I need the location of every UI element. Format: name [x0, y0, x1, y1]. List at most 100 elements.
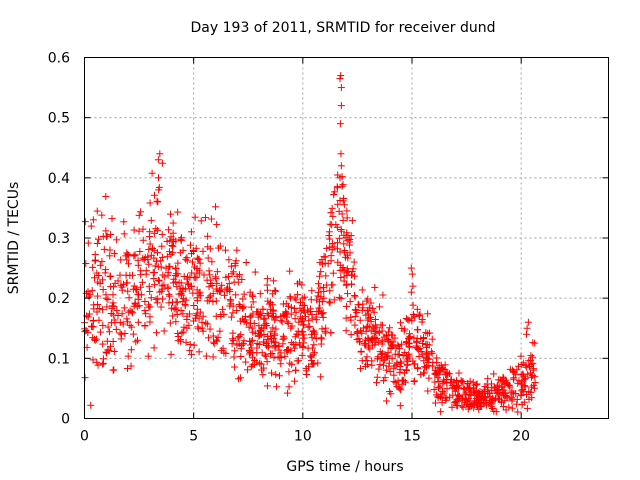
data-point: [487, 380, 495, 388]
data-point: [351, 291, 359, 299]
data-point: [334, 239, 342, 247]
data-point: [106, 252, 114, 260]
data-point: [99, 306, 107, 314]
data-point: [124, 352, 132, 360]
data-point: [172, 298, 180, 306]
data-point: [526, 369, 534, 377]
data-point: [319, 309, 327, 317]
data-point: [151, 281, 159, 289]
data-point: [443, 385, 451, 393]
data-point: [274, 353, 282, 361]
data-point: [377, 321, 385, 329]
data-point: [141, 298, 149, 306]
data-point: [100, 245, 108, 253]
data-point: [522, 363, 530, 371]
data-point: [220, 291, 228, 299]
data-point: [233, 272, 241, 280]
data-point: [123, 365, 131, 373]
data-point: [174, 259, 182, 267]
data-point: [445, 370, 453, 378]
data-point: [492, 408, 500, 416]
data-point: [424, 355, 432, 363]
data-point: [149, 244, 157, 252]
data-point: [364, 343, 372, 351]
data-point: [88, 287, 96, 295]
data-point: [409, 310, 417, 318]
data-point: [146, 240, 154, 248]
data-point: [138, 278, 146, 286]
data-point: [390, 364, 398, 372]
data-point: [157, 303, 165, 311]
data-point: [231, 363, 239, 371]
data-point: [177, 235, 185, 243]
data-point: [353, 328, 361, 336]
data-point: [317, 268, 325, 276]
data-point: [95, 272, 103, 280]
data-point: [375, 327, 383, 335]
data-point: [272, 338, 280, 346]
data-point: [393, 360, 401, 368]
data-point: [440, 376, 448, 384]
data-point: [417, 335, 425, 343]
data-point: [497, 398, 505, 406]
data-point: [455, 369, 463, 377]
data-point: [237, 342, 245, 350]
data-point: [346, 298, 354, 306]
data-point: [414, 364, 422, 372]
data-point: [102, 227, 110, 235]
data-point: [153, 226, 161, 234]
data-point: [506, 383, 514, 391]
data-point: [218, 281, 226, 289]
data-point: [272, 371, 280, 379]
data-point: [236, 317, 244, 325]
data-point: [342, 327, 350, 335]
data-point: [310, 327, 318, 335]
data-point: [107, 342, 115, 350]
data-point: [270, 277, 278, 285]
data-point: [357, 365, 365, 373]
data-point: [103, 303, 111, 311]
data-point: [262, 319, 270, 327]
data-point: [141, 307, 149, 315]
data-point: [280, 334, 288, 342]
data-point: [208, 258, 216, 266]
data-point: [206, 325, 214, 333]
data-point: [85, 310, 93, 318]
data-point: [314, 288, 322, 296]
data-point: [299, 294, 307, 302]
data-point: [248, 324, 256, 332]
data-point: [337, 72, 345, 80]
data-point: [311, 330, 319, 338]
data-point: [435, 378, 443, 386]
data-point: [499, 377, 507, 385]
data-point: [263, 382, 271, 390]
data-point: [336, 261, 344, 269]
data-point: [137, 267, 145, 275]
data-point: [179, 328, 187, 336]
data-point: [219, 344, 227, 352]
data-point: [245, 347, 253, 355]
data-point: [172, 272, 180, 280]
data-point: [248, 291, 256, 299]
data-point: [233, 307, 241, 315]
data-point: [150, 229, 158, 237]
data-point: [348, 217, 356, 225]
data-point: [397, 358, 405, 366]
data-point: [125, 308, 133, 316]
data-point: [267, 305, 275, 313]
data-point: [285, 383, 293, 391]
data-point: [96, 328, 104, 336]
data-point: [96, 280, 104, 288]
data-point: [165, 290, 173, 298]
y-tick-label: 0.5: [48, 111, 70, 127]
data-point: [198, 318, 206, 326]
data-point: [206, 245, 214, 253]
data-point: [298, 281, 306, 289]
data-point: [515, 362, 523, 370]
data-point: [91, 336, 99, 344]
data-point: [150, 254, 158, 262]
data-point: [251, 268, 259, 276]
data-point: [284, 346, 292, 354]
data-point: [337, 295, 345, 303]
data-point: [291, 377, 299, 385]
